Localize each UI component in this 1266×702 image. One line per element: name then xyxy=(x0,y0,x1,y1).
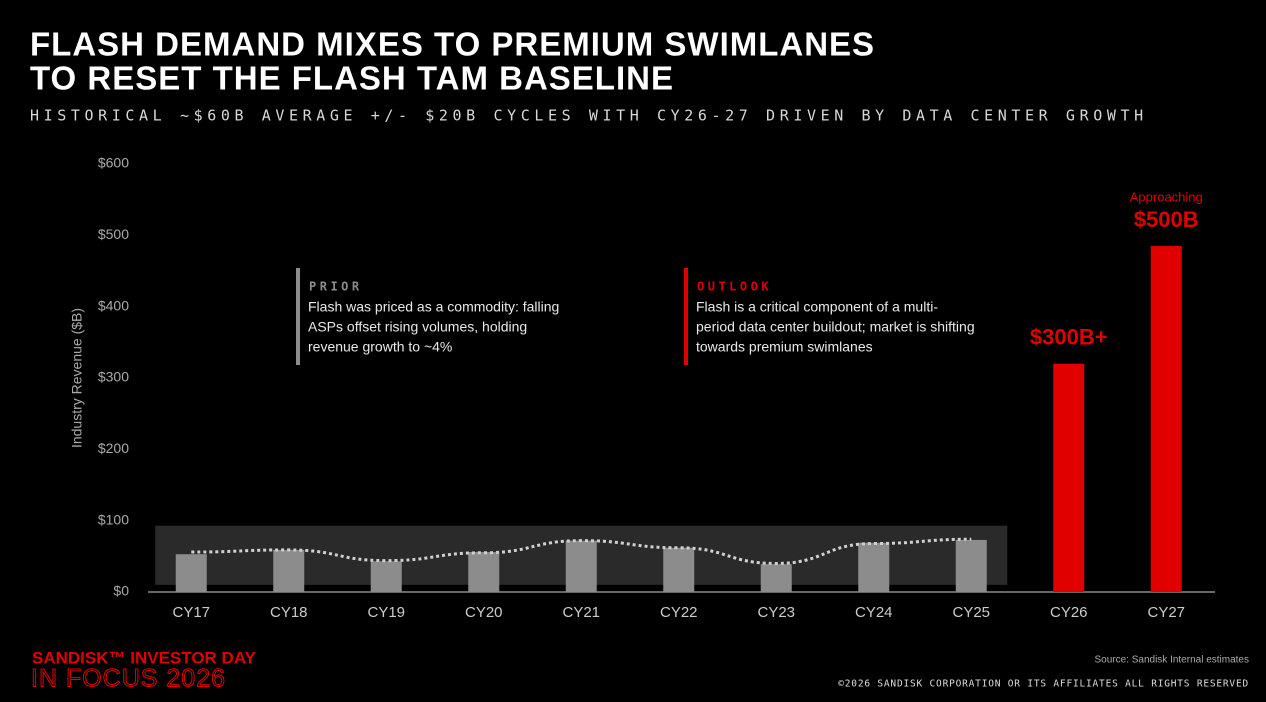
y-axis-label: Industry Revenue ($B) xyxy=(69,308,85,448)
bar xyxy=(955,539,987,592)
callout-heading: OUTLOOK xyxy=(697,280,772,294)
bar xyxy=(175,554,207,592)
y-tick-label: $100 xyxy=(98,511,129,527)
x-tick-label: CY21 xyxy=(562,604,600,621)
brand: SANDISK™ INVESTOR DAY xyxy=(32,648,257,667)
event: IN FOCUS 2026 xyxy=(31,665,226,693)
x-tick-label: CY23 xyxy=(757,604,795,621)
subtitle: HISTORICAL ~$60B AVERAGE +/- $20B CYCLES… xyxy=(30,107,1148,125)
copyright: ©2026 SANDISK CORPORATION OR ITS AFFILIA… xyxy=(838,679,1249,690)
x-tick-label: CY22 xyxy=(660,604,698,621)
bar xyxy=(1150,246,1182,593)
callout-text: Flash was priced as a commodity: falling xyxy=(308,299,559,315)
x-tick-label: CY17 xyxy=(172,604,210,621)
x-tick-label: CY25 xyxy=(952,604,990,621)
title-line: FLASH DEMAND MIXES TO PREMIUM SWIMLANES xyxy=(30,26,875,63)
bar xyxy=(273,549,305,592)
bar xyxy=(858,542,890,592)
callout-heading: PRIOR xyxy=(309,280,363,294)
bar xyxy=(468,552,500,592)
callout-text: towards premium swimlanes xyxy=(696,339,873,355)
y-tick-label: $600 xyxy=(98,155,129,171)
annotation: $300B+ xyxy=(1030,325,1108,350)
bar xyxy=(565,540,597,592)
y-tick-label: $500 xyxy=(98,226,129,242)
trend-line xyxy=(191,537,972,565)
bar xyxy=(370,561,402,592)
source: Source: Sandisk Internal estimates xyxy=(1094,655,1249,666)
y-tick-label: $200 xyxy=(98,440,129,456)
bar xyxy=(663,547,695,592)
x-tick-label: CY19 xyxy=(367,604,405,621)
bar xyxy=(760,564,792,592)
y-tick-label: $300 xyxy=(98,369,129,385)
y-tick-label: $400 xyxy=(98,297,129,313)
x-tick-label: CY18 xyxy=(270,604,308,621)
callout-text: ASPs offset rising volumes, holding xyxy=(308,319,527,335)
x-tick-label: CY27 xyxy=(1147,604,1185,621)
y-tick-label: $0 xyxy=(113,583,129,599)
title-line: TO RESET THE FLASH TAM BASELINE xyxy=(30,60,674,97)
annotation: Approaching xyxy=(1130,189,1203,204)
x-tick-label: CY24 xyxy=(855,604,893,621)
callout-bar xyxy=(684,268,688,365)
callout-bar xyxy=(296,268,300,365)
bar xyxy=(1053,363,1085,592)
x-tick-label: CY26 xyxy=(1050,604,1088,621)
callout-text: period data center buildout; market is s… xyxy=(696,319,975,335)
x-tick-label: CY20 xyxy=(465,604,503,621)
annotation: $500B xyxy=(1134,207,1199,232)
callout-text: Flash is a critical component of a multi… xyxy=(696,299,938,315)
callout-text: revenue growth to ~4% xyxy=(308,339,452,355)
